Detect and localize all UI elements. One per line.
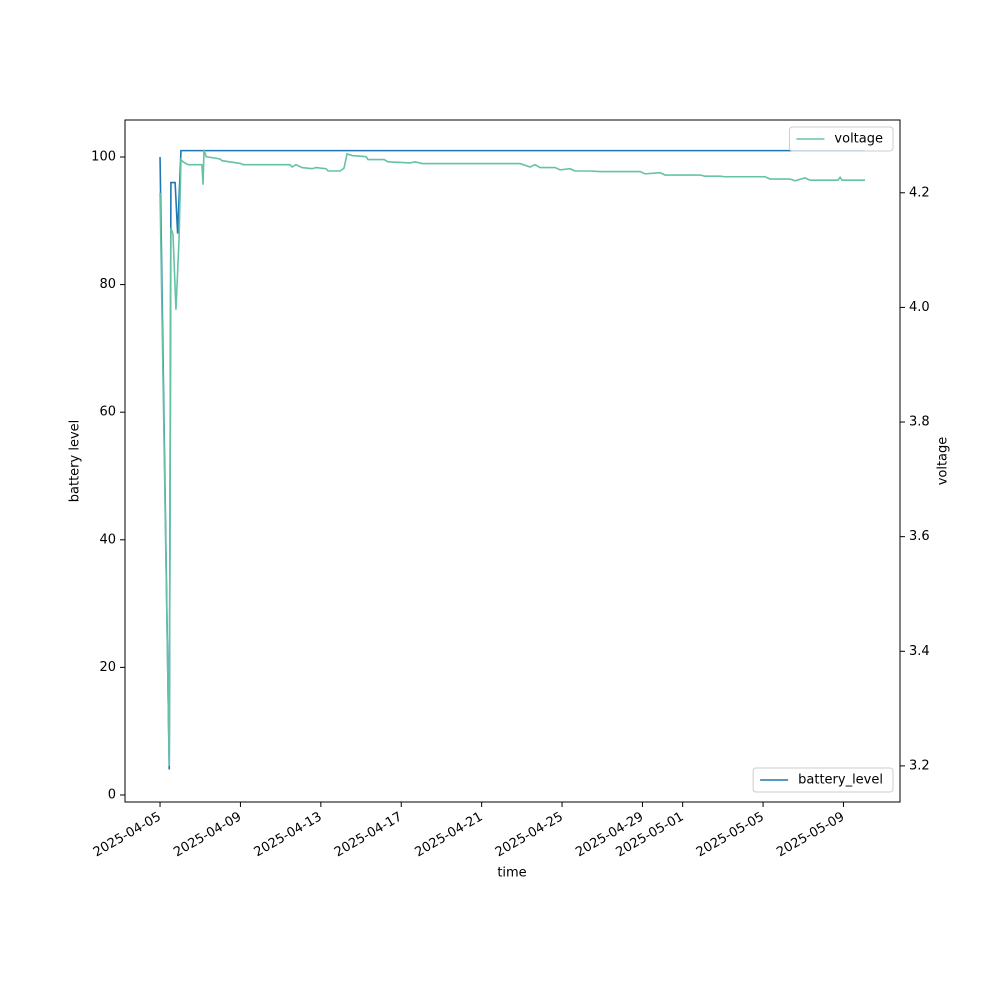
x-axis-label: time <box>497 866 526 881</box>
y2-tick-label: 3.8 <box>909 415 930 430</box>
y2-axis-label: voltage <box>936 437 951 486</box>
line <box>159 149 866 766</box>
y-tick-label: 0 <box>108 787 116 802</box>
y2-tick-label: 4.2 <box>909 185 930 200</box>
legend-box <box>752 767 894 793</box>
y2-tick-label: 3.2 <box>909 758 930 773</box>
y-tick-label: 80 <box>99 277 116 292</box>
y-tick-label: 100 <box>91 150 116 165</box>
y-axis-label: battery level <box>68 420 83 503</box>
y2-tick-label: 3.4 <box>909 644 930 659</box>
legend-label: battery_level <box>798 773 883 788</box>
y2-tick-label: 3.6 <box>909 529 930 544</box>
y-tick-label: 60 <box>99 405 116 420</box>
y-tick-label: 20 <box>99 660 116 675</box>
line <box>159 149 866 770</box>
legend-label: voltage <box>834 132 883 147</box>
y2-tick-label: 4.0 <box>909 300 930 315</box>
legend-box <box>788 126 894 152</box>
y-tick-label: 40 <box>99 532 116 547</box>
plot-frame <box>124 119 901 803</box>
